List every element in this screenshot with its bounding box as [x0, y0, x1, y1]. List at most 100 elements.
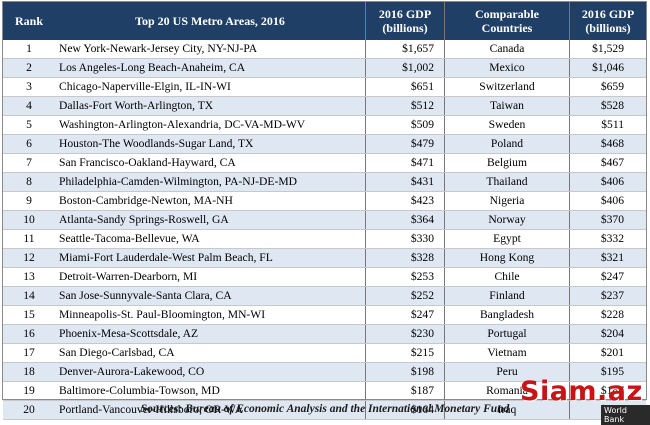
table-row: 17 San Diego-Carlsbad, CA $215 Vietnam $201 — [3, 343, 646, 363]
cell-rank: 3 — [3, 77, 55, 97]
cell-rank: 14 — [3, 286, 55, 306]
cell-gdp: $512 — [365, 96, 445, 116]
metro-gdp-table: Rank Top 20 US Metro Areas, 2016 2016 GD… — [3, 2, 646, 420]
cell-metro: San Francisco-Oakland-Hayward, CA — [55, 153, 366, 173]
table-row: 1 New York-Newark-Jersey City, NY-NJ-PA $1… — [3, 40, 646, 59]
cell-metro: Houston-The Woodlands-Sugar Land, TX — [55, 134, 366, 154]
cell-gdp: $471 — [365, 153, 445, 173]
table-row: 19 Baltimore-Columbia-Towson, MD $187 Roman… — [3, 381, 646, 401]
cell-country: Switzerland — [444, 77, 570, 97]
cell-metro: Philadelphia-Camden-Wilmington, PA-NJ-DE… — [55, 172, 366, 192]
table-row: 6 Houston-The Woodlands-Sugar Land, TX $47… — [3, 134, 646, 154]
cell-country-gdp: $204 — [569, 324, 646, 344]
cell-country: Finland — [444, 286, 570, 306]
cell-country: Chile — [444, 267, 570, 287]
header-country-line2: Countries — [481, 21, 533, 35]
cell-rank: 4 — [3, 96, 55, 116]
cell-country-gdp: $332 — [569, 229, 646, 249]
cell-country: Poland — [444, 134, 570, 154]
table-row: 4 Dallas-Fort Worth-Arlington, TX $512 Taiw… — [3, 96, 646, 116]
cell-metro: Dallas-Fort Worth-Arlington, TX — [55, 96, 366, 116]
cell-country-gdp: $1,529 — [569, 40, 646, 59]
cell-country-gdp: $511 — [569, 115, 646, 135]
table-row: 14 San Jose-Sunnyvale-Santa Clara, CA $252… — [3, 286, 646, 306]
watermark-logo: Siam.az — [520, 376, 643, 407]
header-country-line1: Comparable — [475, 7, 539, 21]
cell-gdp: $364 — [365, 210, 445, 230]
cell-gdp: $1,002 — [365, 58, 445, 78]
cell-rank: 17 — [3, 343, 55, 363]
cell-rank: 12 — [3, 248, 55, 268]
cell-gdp: $1,657 — [365, 40, 445, 59]
cell-gdp: $479 — [365, 134, 445, 154]
table-row: 3 Chicago-Naperville-Elgin, IL-IN-WI $651 S… — [3, 77, 646, 97]
cell-country: Nigeria — [444, 191, 570, 211]
cell-country-gdp: $370 — [569, 210, 646, 230]
cell-rank: 11 — [3, 229, 55, 249]
table-row: 2 Los Angeles-Long Beach-Anaheim, CA $1,00… — [3, 58, 646, 78]
cell-rank: 20 — [3, 400, 55, 420]
cell-country: Taiwan — [444, 96, 570, 116]
cell-rank: 6 — [3, 134, 55, 154]
cell-metro: Baltimore-Columbia-Towson, MD — [55, 381, 366, 401]
cell-gdp: $215 — [365, 343, 445, 363]
cell-gdp: $252 — [365, 286, 445, 306]
cell-rank: 5 — [3, 115, 55, 135]
cell-gdp: $198 — [365, 362, 445, 382]
cell-country: Iraq — [444, 400, 570, 420]
table-row: 13 Detroit-Warren-Dearborn, MI $253 Chile $2… — [3, 267, 646, 287]
header-gdp: 2016 GDP (billions) — [365, 2, 445, 40]
cell-gdp: $230 — [365, 324, 445, 344]
cell-metro: Boston-Cambridge-Newton, MA-NH — [55, 191, 366, 211]
header-country: Comparable Countries — [444, 2, 570, 40]
table-row: 18 Denver-Aurora-Lakewood, CO $198 Peru $195 — [3, 362, 646, 382]
table-header: Rank Top 20 US Metro Areas, 2016 2016 GD… — [3, 2, 646, 40]
cell-gdp: $509 — [365, 115, 445, 135]
cell-country-gdp: $406 — [569, 191, 646, 211]
cell-rank: 15 — [3, 305, 55, 325]
cell-metro: San Diego-Carlsbad, CA — [55, 343, 366, 363]
header-gdp-line2: (billions) — [382, 21, 428, 35]
source-note: Sources: Bureau of Economic Analysis and… — [140, 403, 510, 415]
cell-rank: 7 — [3, 153, 55, 173]
cell-rank: 2 — [3, 58, 55, 78]
table-row: 8 Philadelphia-Camden-Wilmington, PA-NJ-D… — [3, 172, 646, 192]
cell-country-gdp: $201 — [569, 343, 646, 363]
cell-country: Mexico — [444, 58, 570, 78]
cell-country: Canada — [444, 40, 570, 59]
cell-metro: New York-Newark-Jersey City, NY-NJ-PA — [55, 40, 366, 59]
cell-rank: 9 — [3, 191, 55, 211]
cell-country: Hong Kong — [444, 248, 570, 268]
cell-rank: 18 — [3, 362, 55, 382]
header-row: Rank Top 20 US Metro Areas, 2016 2016 GD… — [3, 2, 646, 40]
cell-country-gdp: $237 — [569, 286, 646, 306]
cell-country-gdp: $195 — [569, 362, 646, 382]
cell-country-gdp: $247 — [569, 267, 646, 287]
cell-country-gdp: $187 — [569, 381, 646, 401]
table-row: 12 Miami-Fort Lauderdale-West Palm Beach,… — [3, 248, 646, 268]
cell-gdp: $253 — [365, 267, 445, 287]
cell-gdp: $423 — [365, 191, 445, 211]
cell-country-gdp: $467 — [569, 153, 646, 173]
cell-gdp: $328 — [365, 248, 445, 268]
table-row: 11 Seattle-Tacoma-Bellevue, WA $330 Egypt $3… — [3, 229, 646, 249]
cell-metro: Minneapolis-St. Paul-Bloomington, MN-WI — [55, 305, 366, 325]
header-cgdp-line2: (billions) — [585, 21, 631, 35]
cell-gdp: $187 — [365, 381, 445, 401]
cell-country: Thailand — [444, 172, 570, 192]
cell-metro: Washington-Arlington-Alexandria, DC-VA-M… — [55, 115, 366, 135]
cell-country-gdp: $228 — [569, 305, 646, 325]
cell-metro: Detroit-Warren-Dearborn, MI — [55, 267, 366, 287]
cell-country: Bangladesh — [444, 305, 570, 325]
table-row: 9 Boston-Cambridge-Newton, MA-NH $423 Niger… — [3, 191, 646, 211]
cell-metro: San Jose-Sunnyvale-Santa Clara, CA — [55, 286, 366, 306]
cell-rank: 19 — [3, 381, 55, 401]
header-cgdp-line1: 2016 GDP — [581, 7, 635, 21]
cell-rank: 10 — [3, 210, 55, 230]
cell-country-gdp: $468 — [569, 134, 646, 154]
cell-country-gdp: $321 — [569, 248, 646, 268]
gdp-table-frame: Rank Top 20 US Metro Areas, 2016 2016 GD… — [2, 1, 647, 420]
cell-metro: Los Angeles-Long Beach-Anaheim, CA — [55, 58, 366, 78]
cell-country: Peru — [444, 362, 570, 382]
table-row: 15 Minneapolis-St. Paul-Bloomington, MN-W… — [3, 305, 646, 325]
